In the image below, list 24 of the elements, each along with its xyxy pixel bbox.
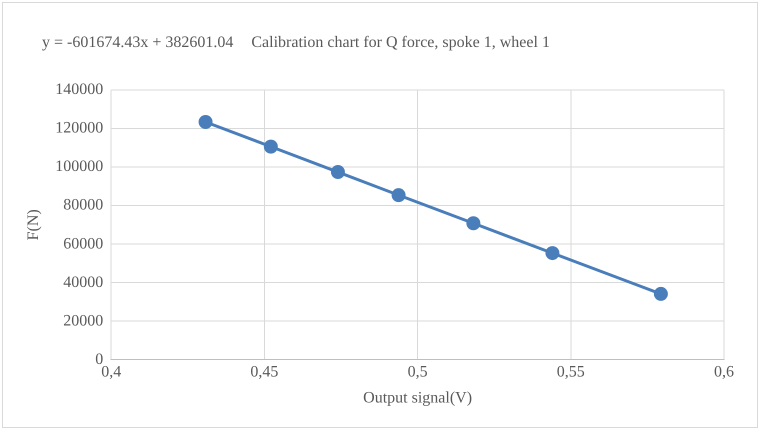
point: [392, 188, 406, 202]
point: [466, 216, 480, 230]
x-tick-label: 0,55: [556, 363, 585, 380]
point: [654, 286, 668, 301]
y-tick-label: 100000: [55, 158, 104, 176]
y-tick-label: 0: [95, 350, 104, 368]
chart-title: Calibration chart for Q force, spoke 1, wheel 1: [251, 34, 550, 52]
y-tick-label: 60000: [63, 235, 104, 252]
x-tick-label: 0,6: [714, 363, 734, 380]
y-tick-label: 140000: [55, 81, 104, 98]
point: [264, 140, 278, 154]
y-axis-title: F(N): [24, 209, 42, 240]
x-tick-label: 0,4: [101, 363, 122, 380]
x-tick-label: 0,5: [408, 363, 428, 380]
y-tick-label: 20000: [63, 312, 104, 330]
x-axis-title: Output signal(V): [363, 390, 472, 407]
x-tick-label: 0,45: [250, 363, 278, 380]
point: [198, 114, 213, 129]
point: [330, 165, 345, 180]
y-tick-label: 120000: [55, 120, 104, 137]
y-tick-label: 80000: [63, 196, 104, 214]
point: [545, 246, 560, 260]
y-tick-label: 40000: [63, 274, 104, 291]
text: y = -601674.43x + 382601.04: [42, 34, 234, 52]
